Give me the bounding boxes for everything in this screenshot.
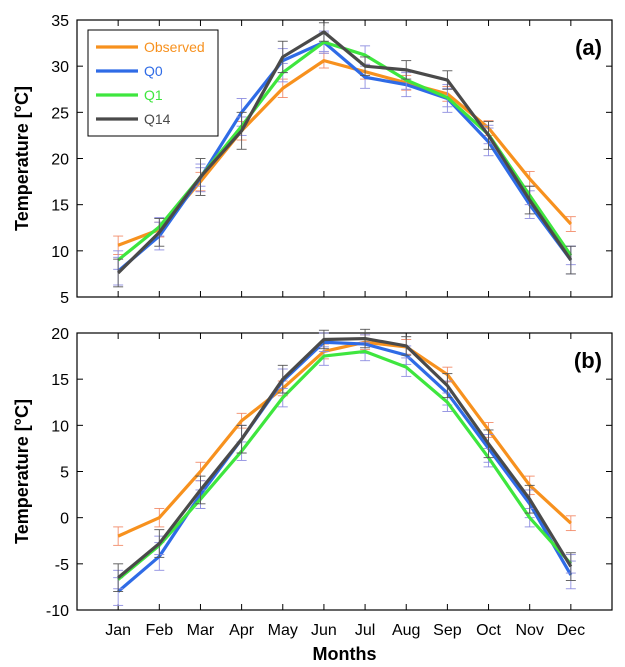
y-tick-label: 20 [51,326,69,343]
plot-frame [77,333,612,610]
y-tick-label: 10 [51,244,69,261]
x-axis-title: Months [313,644,377,662]
y-tick-label: 5 [60,465,69,482]
y-tick-label: 10 [51,418,69,435]
x-tick-label: Jul [355,622,375,639]
y-tick-label: 20 [51,152,69,169]
y-tick-label: 0 [60,511,69,528]
x-tick-label: Dec [557,622,585,639]
legend-label-q14: Q14 [144,111,171,127]
x-tick-label: Sep [433,622,462,639]
legend-label-q1: Q1 [144,87,163,103]
x-tick-label: Jan [105,622,131,639]
legend-label-q0: Q0 [144,63,163,79]
y-tick-label: 15 [51,372,69,389]
legend-label-observed: Observed [144,39,205,55]
y-axis-title: Temperature [°C] [12,399,32,544]
y-tick-label: 15 [51,198,69,215]
series-line-q14 [118,339,571,578]
x-tick-label: Jun [311,622,337,639]
x-tick-label: Apr [229,622,255,639]
panel-label: (b) [574,348,602,373]
y-tick-label: 30 [51,59,69,76]
y-tick-label: -10 [46,603,69,620]
chart-panel-b: -10 -5 0 5 10 15 20 Jan Feb Mar Apr May Jun Jul Aug Sep… [12,326,612,662]
y-tick-label: -5 [55,557,69,574]
series-line-q0 [118,342,571,591]
x-tick-label: Mar [187,622,215,639]
x-tick-label: Aug [392,622,420,639]
y-axis-title: Temperature [°C] [12,86,32,231]
x-tick-label: Oct [476,622,501,639]
chart-panel-a: 5 10 15 20 25 30 35 Temperature [°C] (a) Observed… [12,13,612,307]
panel-label: (a) [575,35,602,60]
x-tick-label: Feb [146,622,174,639]
x-tick-label: Nov [515,622,543,639]
legend: Observed Q0 Q1 Q14 [88,30,218,136]
series-q14 [113,329,576,591]
y-tick-label: 35 [51,13,69,30]
y-tick-label: 5 [60,290,69,307]
x-tick-label: May [268,622,298,639]
y-tick-label: 25 [51,105,69,122]
